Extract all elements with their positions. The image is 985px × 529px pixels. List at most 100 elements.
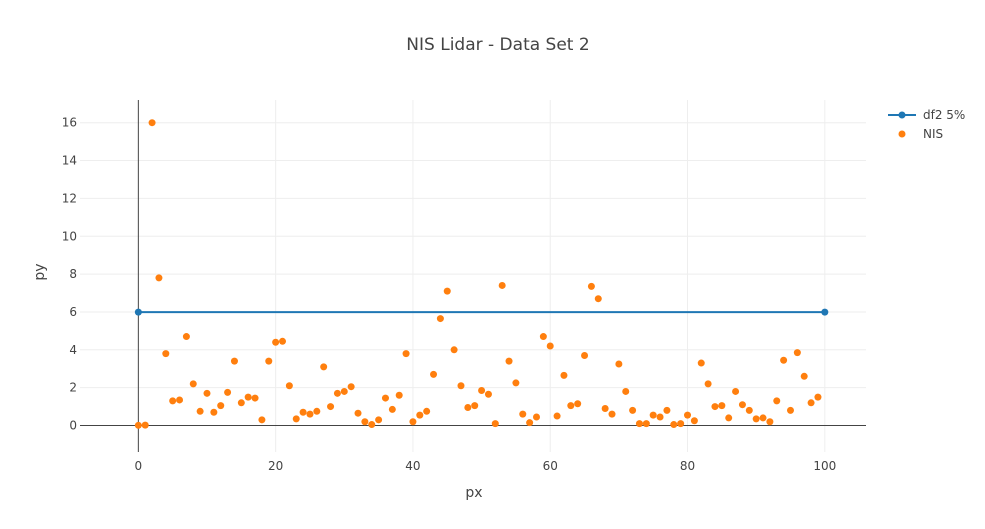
data-point[interactable]	[423, 407, 431, 415]
data-point[interactable]	[189, 380, 197, 388]
data-point[interactable]	[285, 382, 293, 390]
data-point[interactable]	[697, 359, 705, 367]
data-point[interactable]	[773, 397, 781, 405]
data-point[interactable]	[409, 418, 417, 426]
data-point[interactable]	[272, 338, 280, 346]
data-point[interactable]	[512, 379, 520, 387]
data-point[interactable]	[210, 408, 218, 416]
data-point[interactable]	[196, 407, 204, 415]
data-point[interactable]	[635, 420, 643, 428]
legend[interactable]: df2 5% NIS	[888, 108, 965, 141]
data-point[interactable]	[821, 308, 829, 316]
data-point[interactable]	[601, 404, 609, 412]
data-point[interactable]	[498, 281, 506, 289]
data-point[interactable]	[684, 411, 692, 419]
data-point[interactable]	[162, 350, 170, 358]
data-point[interactable]	[587, 282, 595, 290]
data-point[interactable]	[244, 393, 252, 401]
data-point[interactable]	[738, 401, 746, 409]
data-point[interactable]	[148, 119, 156, 127]
data-point[interactable]	[539, 333, 547, 341]
data-point[interactable]	[368, 421, 376, 429]
data-point[interactable]	[532, 413, 540, 421]
data-point[interactable]	[718, 402, 726, 410]
data-point[interactable]	[258, 416, 266, 424]
data-point[interactable]	[327, 403, 335, 411]
data-point[interactable]	[670, 421, 678, 429]
data-point[interactable]	[567, 402, 575, 410]
data-point[interactable]	[340, 387, 348, 395]
data-point[interactable]	[237, 399, 245, 407]
data-point[interactable]	[395, 391, 403, 399]
data-point[interactable]	[594, 295, 602, 303]
data-point[interactable]	[745, 406, 753, 414]
data-point[interactable]	[814, 393, 822, 401]
data-point[interactable]	[780, 356, 788, 364]
data-point[interactable]	[560, 371, 568, 379]
data-point[interactable]	[251, 394, 259, 402]
data-point[interactable]	[663, 406, 671, 414]
data-point[interactable]	[656, 413, 664, 421]
data-point[interactable]	[622, 387, 630, 395]
data-point[interactable]	[690, 417, 698, 425]
data-point[interactable]	[786, 406, 794, 414]
data-point[interactable]	[505, 357, 513, 365]
data-point[interactable]	[217, 402, 225, 410]
data-point[interactable]	[800, 372, 808, 380]
data-point[interactable]	[608, 410, 616, 418]
data-point[interactable]	[224, 388, 232, 396]
data-point[interactable]	[416, 411, 424, 419]
data-point[interactable]	[649, 411, 657, 419]
data-point[interactable]	[546, 342, 554, 350]
data-point[interactable]	[306, 410, 314, 418]
data-point[interactable]	[203, 389, 211, 397]
legend-item-nis[interactable]: NIS	[898, 127, 944, 141]
data-point[interactable]	[320, 363, 328, 371]
data-point[interactable]	[677, 420, 685, 428]
data-point[interactable]	[484, 390, 492, 398]
data-point[interactable]	[704, 380, 712, 388]
data-point[interactable]	[732, 387, 740, 395]
data-point[interactable]	[553, 412, 561, 420]
data-point[interactable]	[752, 415, 760, 423]
data-point[interactable]	[581, 351, 589, 359]
data-point[interactable]	[265, 357, 273, 365]
data-point[interactable]	[388, 405, 396, 413]
data-point[interactable]	[375, 416, 383, 424]
data-point[interactable]	[361, 418, 369, 426]
data-point[interactable]	[629, 406, 637, 414]
data-point[interactable]	[299, 408, 307, 416]
data-point[interactable]	[491, 420, 499, 428]
data-point[interactable]	[313, 407, 321, 415]
data-point[interactable]	[176, 396, 184, 404]
data-point[interactable]	[766, 418, 774, 426]
data-point[interactable]	[134, 421, 142, 429]
data-point[interactable]	[292, 415, 300, 423]
data-point[interactable]	[759, 414, 767, 422]
data-point[interactable]	[526, 419, 534, 427]
data-point[interactable]	[354, 409, 362, 417]
data-point[interactable]	[478, 386, 486, 394]
data-point[interactable]	[381, 394, 389, 402]
data-point[interactable]	[725, 414, 733, 422]
data-point[interactable]	[807, 399, 815, 407]
data-point[interactable]	[471, 402, 479, 410]
data-point[interactable]	[141, 421, 149, 429]
data-point[interactable]	[169, 397, 177, 405]
data-point[interactable]	[574, 400, 582, 408]
data-point[interactable]	[230, 357, 238, 365]
data-point[interactable]	[430, 370, 438, 378]
data-point[interactable]	[615, 360, 623, 368]
data-point[interactable]	[402, 350, 410, 358]
data-point[interactable]	[450, 346, 458, 354]
data-point[interactable]	[333, 389, 341, 397]
data-point[interactable]	[134, 308, 142, 316]
data-point[interactable]	[793, 349, 801, 357]
data-point[interactable]	[464, 404, 472, 412]
data-point[interactable]	[642, 420, 650, 428]
data-point[interactable]	[443, 287, 451, 295]
data-point[interactable]	[436, 315, 444, 323]
data-point[interactable]	[347, 383, 355, 391]
data-point[interactable]	[279, 337, 287, 345]
data-point[interactable]	[519, 410, 527, 418]
